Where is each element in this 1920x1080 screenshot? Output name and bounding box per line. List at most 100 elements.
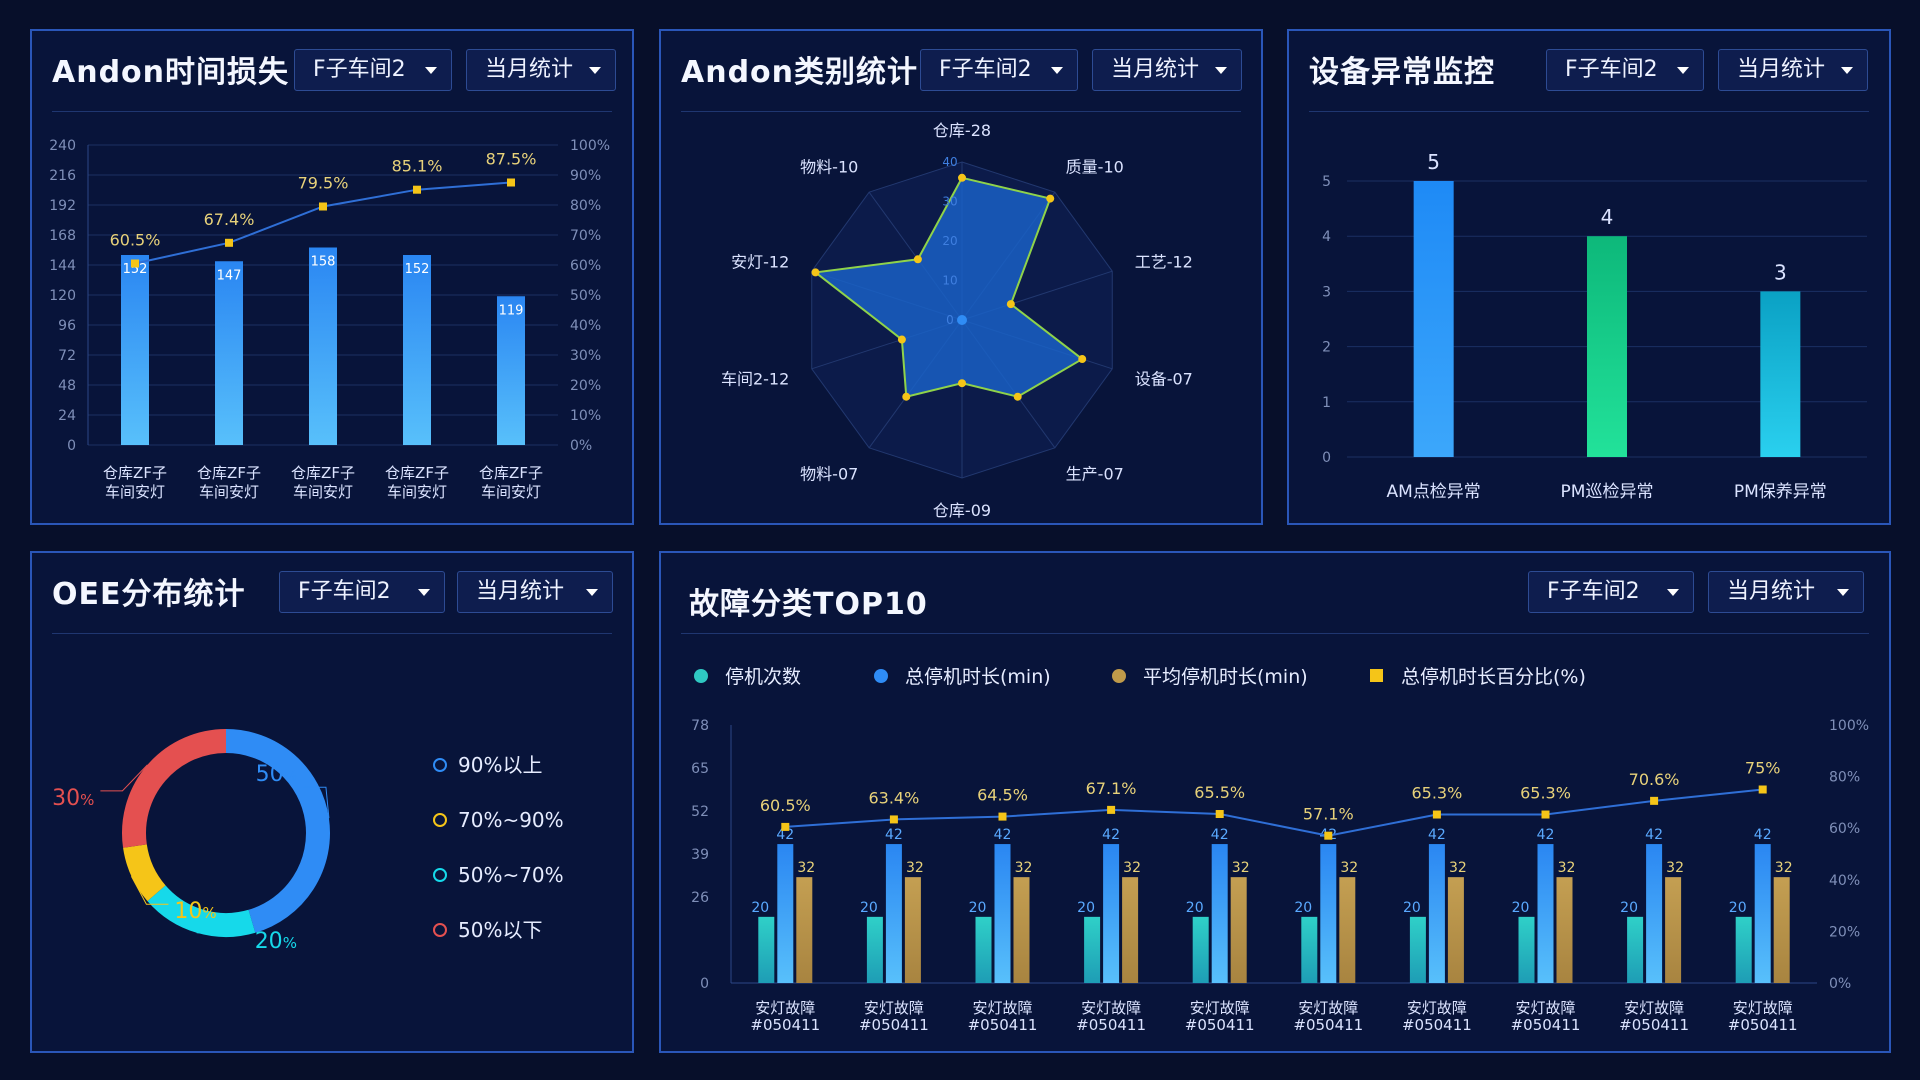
bar xyxy=(1413,181,1454,457)
oee-chart: 50% 20% 10% 30% 90%以上 70%~90% 50%~70% 50%以下 xyxy=(52,729,564,954)
donut-slice xyxy=(123,843,166,902)
line-value-label: 65.5% xyxy=(1194,783,1245,802)
bar-value-label: 5 xyxy=(1427,150,1440,174)
bar-value-label: 32 xyxy=(1340,860,1358,876)
period-dropdown[interactable]: 当月统计 xyxy=(466,49,616,91)
radar-label: 安灯-12 xyxy=(731,252,789,271)
dropdown-label: F子车间2 xyxy=(1565,57,1658,82)
legend-swatch xyxy=(694,669,708,683)
radar-tick-label: 40 xyxy=(942,155,957,169)
bar-value-label: 32 xyxy=(1015,860,1033,876)
dropdown-label: 当月统计 xyxy=(476,579,565,604)
y-tick-label: 168 xyxy=(49,228,76,244)
label-leader-line xyxy=(303,786,330,819)
bar-value-label: 42 xyxy=(1102,827,1120,843)
y-tick-label: 39 xyxy=(691,847,709,863)
line-marker xyxy=(1107,805,1116,814)
y-tick-label: 72 xyxy=(58,348,76,364)
y-tick-label: 26 xyxy=(691,890,709,906)
workshop-dropdown[interactable]: F子车间2 xyxy=(279,571,445,613)
header-divider xyxy=(1309,111,1869,112)
x-tick-label: 车间安灯 xyxy=(387,483,447,501)
line-value-label: 67.4% xyxy=(204,210,255,229)
period-dropdown[interactable]: 当月统计 xyxy=(1092,49,1242,91)
legend-label: 总停机时长(min) xyxy=(905,666,1051,688)
slice-value-label: 50% xyxy=(256,762,298,787)
bar-value-label: 3 xyxy=(1774,260,1787,284)
x-tick-label: 安灯故障 xyxy=(1515,999,1575,1017)
radar-label: 仓库-28 xyxy=(933,121,991,140)
dropdown-label: F子车间2 xyxy=(298,579,391,604)
panel-title: 设备异常监控 xyxy=(1309,55,1495,90)
line-value-label: 57.1% xyxy=(1303,805,1354,824)
radar-label: 生产-07 xyxy=(1066,465,1124,484)
x-tick-label: #050411 xyxy=(1728,1016,1798,1034)
y2-tick-label: 90% xyxy=(570,168,601,184)
y-tick-label: 24 xyxy=(58,408,76,424)
x-tick-label: #050411 xyxy=(859,1016,929,1034)
bar-value-label: 20 xyxy=(969,900,987,916)
bar-value-label: 20 xyxy=(860,900,878,916)
slice-value-label: 30% xyxy=(52,786,94,811)
bar-value-label: 20 xyxy=(751,900,769,916)
legend-swatch xyxy=(874,669,888,683)
x-tick-label: 仓库ZF子 xyxy=(291,464,355,482)
line-marker xyxy=(1758,785,1767,794)
bar-value-label: 32 xyxy=(906,860,924,876)
y2-tick-label: 100% xyxy=(570,138,610,154)
y2-tick-label: 80% xyxy=(570,198,601,214)
workshop-dropdown[interactable]: F子车间2 xyxy=(920,49,1078,91)
line-marker xyxy=(1432,810,1441,819)
caret-down-icon xyxy=(1667,589,1679,596)
bar xyxy=(796,877,813,983)
legend-swatch xyxy=(433,758,447,772)
bar xyxy=(309,247,337,445)
legend-label: 平均停机时长(min) xyxy=(1143,666,1308,688)
bar xyxy=(403,255,431,445)
caret-down-icon xyxy=(589,67,601,74)
workshop-dropdown[interactable]: F子车间2 xyxy=(294,49,452,91)
bar-value-label: 147 xyxy=(217,268,242,283)
y-tick-label: 216 xyxy=(49,168,76,184)
bar-value-label: 32 xyxy=(1666,860,1684,876)
period-dropdown[interactable]: 当月统计 xyxy=(457,571,613,613)
period-dropdown[interactable]: 当月统计 xyxy=(1718,49,1868,91)
x-tick-label: PM巡检异常 xyxy=(1561,482,1654,502)
y-tick-label: 144 xyxy=(49,258,76,274)
caret-down-icon xyxy=(586,589,598,596)
line-marker xyxy=(781,822,790,831)
dropdown-label: 当月统计 xyxy=(1727,579,1816,604)
y2-tick-label: 20% xyxy=(570,378,601,394)
bar xyxy=(1587,236,1627,457)
legend-swatch xyxy=(433,868,447,882)
line-value-label: 63.4% xyxy=(868,788,919,807)
bar xyxy=(1013,877,1030,983)
radar-label: 物料-10 xyxy=(800,157,858,176)
line-value-label: 67.1% xyxy=(1086,779,1137,798)
x-tick-label: #050411 xyxy=(1185,1016,1255,1034)
bar-value-label: 42 xyxy=(1211,827,1229,843)
workshop-dropdown[interactable]: F子车间2 xyxy=(1546,49,1704,91)
radar-tick-label: 20 xyxy=(942,234,957,248)
line-marker xyxy=(1650,796,1659,805)
period-dropdown[interactable]: 当月统计 xyxy=(1708,571,1864,613)
dropdown-label: F子车间2 xyxy=(1547,579,1640,604)
x-tick-label: 车间安灯 xyxy=(199,483,259,501)
y-tick-label: 0 xyxy=(67,438,76,454)
oee-panel: OEE分布统计 F子车间2 当月统计 50% 20% 10% 30% 90%以上 70%~… xyxy=(30,551,634,1053)
y2-tick-label: 30% xyxy=(570,348,601,364)
bar xyxy=(1211,844,1228,983)
workshop-dropdown[interactable]: F子车间2 xyxy=(1528,571,1694,613)
legend-label: 停机次数 xyxy=(725,666,801,688)
radar-point xyxy=(811,268,820,277)
bar xyxy=(1665,877,1682,983)
bar xyxy=(1735,916,1752,983)
bar-value-label: 32 xyxy=(797,860,815,876)
y-tick-label: 1 xyxy=(1322,395,1331,411)
bar xyxy=(1773,877,1790,983)
bar-value-label: 42 xyxy=(1645,827,1663,843)
bar xyxy=(1537,844,1554,983)
bar-value-label: 42 xyxy=(994,827,1012,843)
bar xyxy=(1084,916,1101,983)
y2-tick-label: 40% xyxy=(570,318,601,334)
